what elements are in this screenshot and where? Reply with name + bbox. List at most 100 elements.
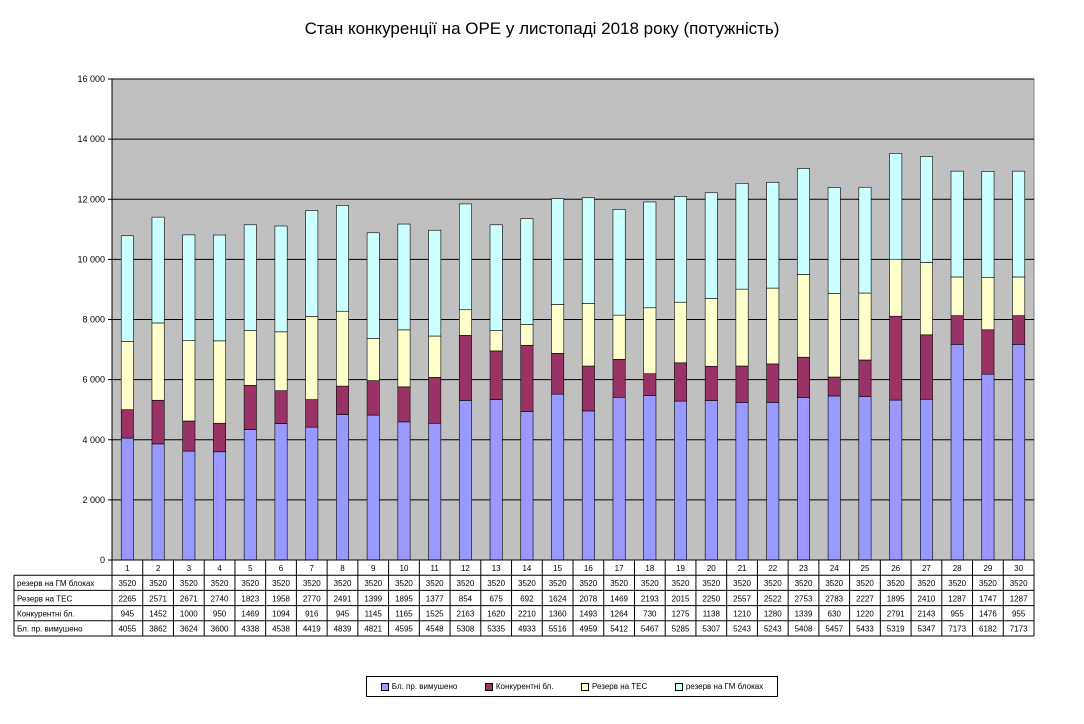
bar-segment [889, 315, 903, 401]
data-label: 1895 [395, 594, 413, 603]
bar-segment [612, 314, 626, 360]
x-tick-label: 28 [953, 564, 962, 573]
data-label: 1399 [364, 594, 382, 603]
bar-segment [397, 329, 411, 388]
data-label: 2163 [457, 610, 475, 619]
x-tick-label: 29 [983, 564, 992, 573]
data-label: 2410 [918, 594, 936, 603]
data-label: 945 [336, 610, 350, 619]
bar-segment [305, 399, 319, 428]
bar-segment [520, 218, 534, 325]
x-tick-label: 26 [891, 564, 900, 573]
bar-segment [889, 153, 903, 260]
bar-segment [581, 197, 595, 304]
data-label: 1377 [426, 594, 444, 603]
x-tick-label: 20 [707, 564, 716, 573]
data-label: 2265 [118, 594, 136, 603]
data-label: 1094 [272, 610, 290, 619]
bar-segment [797, 274, 810, 358]
bar-segment [643, 395, 657, 561]
legend-label: Бл. пр. вимушено [391, 682, 458, 691]
bar-segment [704, 365, 718, 401]
x-tick-label: 9 [371, 564, 376, 573]
data-label: 3520 [825, 579, 843, 588]
bar-segment [643, 307, 657, 375]
data-label: 1624 [549, 594, 567, 603]
data-label: 1493 [579, 610, 597, 619]
data-label: 955 [950, 610, 964, 619]
bar-segment [919, 334, 933, 400]
data-label: 1280 [764, 610, 782, 619]
legend-swatch [484, 682, 493, 691]
x-tick-label: 27 [922, 564, 931, 573]
bar-segment [981, 329, 995, 375]
bar-segment [674, 362, 688, 402]
x-tick-label: 12 [461, 564, 470, 573]
bar-segment [243, 429, 257, 561]
bar-segment [612, 397, 626, 561]
y-tick-label: 12 000 [77, 194, 105, 204]
data-label: 2015 [672, 594, 690, 603]
bar-segment [489, 350, 503, 400]
x-tick-label: 21 [738, 564, 747, 573]
data-label: 3520 [795, 579, 813, 588]
y-tick-label: 10 000 [77, 254, 105, 264]
bar-segment [1012, 276, 1026, 316]
data-label: 2671 [180, 594, 198, 603]
bar-segment [643, 201, 657, 309]
data-label: 3520 [334, 579, 352, 588]
bar-segment [612, 359, 626, 398]
bar-segment [919, 398, 933, 561]
bar-segment [520, 324, 534, 346]
data-label: 3624 [180, 625, 198, 634]
x-tick-label: 22 [768, 564, 777, 573]
x-tick-label: 30 [1014, 564, 1023, 573]
bar-segment [858, 396, 872, 561]
bar-segment [458, 400, 472, 561]
bar-segment [182, 420, 196, 452]
data-label: 5412 [610, 625, 628, 634]
x-tick-label: 3 [187, 564, 192, 573]
bar-segment [151, 443, 165, 561]
bar-segment [643, 373, 657, 396]
legend-item: резерв на ГМ блоках [674, 682, 763, 691]
bar-segment [1012, 344, 1026, 561]
bar-segment [827, 395, 841, 561]
chart-title: Стан конкуренції на ОРЕ у листопаді 2018… [304, 19, 780, 38]
data-label: 3520 [702, 579, 720, 588]
x-tick-label: 11 [431, 564, 440, 573]
data-label: 1287 [948, 594, 966, 603]
bar-segment [458, 203, 472, 311]
data-label: 1339 [795, 610, 813, 619]
data-label: 3520 [672, 579, 690, 588]
data-label: 1476 [979, 610, 997, 619]
data-label: 1747 [979, 594, 997, 603]
bar-segment [366, 380, 380, 416]
bar-segment [243, 385, 257, 430]
data-label: 2740 [211, 594, 229, 603]
data-label: 3520 [856, 579, 874, 588]
data-label: 7173 [1010, 625, 1028, 634]
bar-segment [827, 376, 841, 397]
y-tick-label: 4 000 [82, 435, 105, 445]
x-tick-label: 10 [400, 564, 409, 573]
data-label: 1360 [549, 610, 567, 619]
y-tick-label: 16 000 [77, 74, 105, 84]
bar-segment [827, 293, 841, 378]
bar-segment [428, 229, 442, 337]
data-label: 5516 [549, 625, 567, 634]
bar-segment [981, 171, 995, 278]
data-label: 2791 [887, 610, 905, 619]
data-label: 3520 [610, 579, 628, 588]
data-label: 630 [828, 610, 842, 619]
data-label: 2770 [303, 594, 321, 603]
bar-segment [766, 402, 780, 561]
data-label: 5319 [887, 625, 905, 634]
bar-segment [182, 234, 196, 341]
data-label: 955 [1012, 610, 1026, 619]
bar-segment [674, 400, 688, 561]
table-row-label: Резерв на ТЕС [17, 594, 73, 603]
data-label: 916 [305, 610, 319, 619]
data-label: 1287 [1010, 594, 1028, 603]
